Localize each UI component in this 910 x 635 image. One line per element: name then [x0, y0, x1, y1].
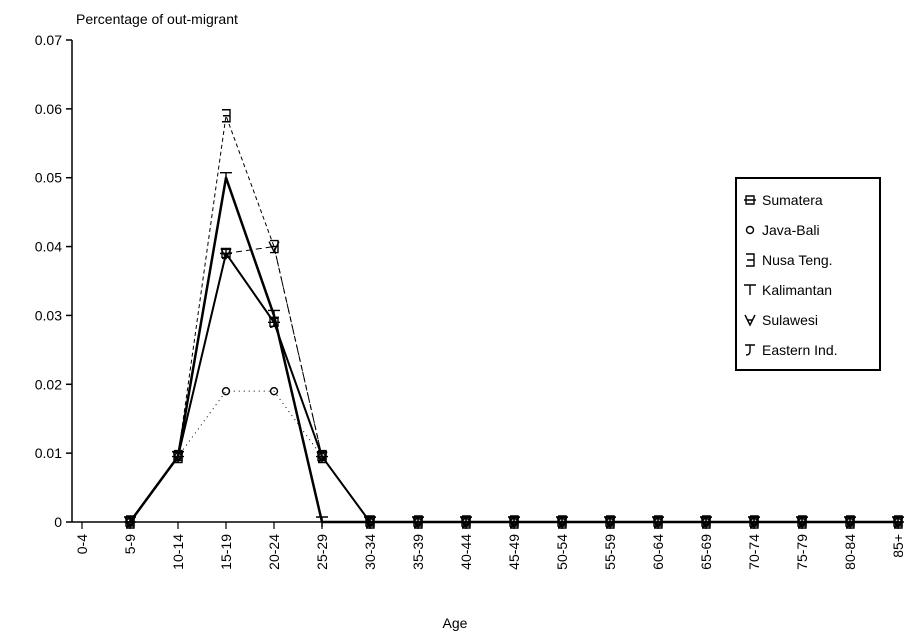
x-tick-label: 0-4	[74, 534, 90, 554]
marker	[269, 316, 279, 329]
marker	[744, 195, 756, 205]
marker	[701, 516, 711, 528]
x-tick-label: 75-79	[794, 534, 810, 570]
series-line	[129, 390, 898, 523]
x-tick-label: 50-54	[554, 534, 570, 570]
x-tick-label: 40-44	[458, 534, 474, 570]
legend-label: Sulawesi	[762, 312, 818, 328]
marker	[893, 516, 903, 528]
legend-label: Nusa Teng.	[762, 252, 833, 268]
marker	[221, 386, 231, 396]
marker	[797, 516, 807, 528]
y-tick-label: 0.07	[35, 32, 62, 48]
marker	[268, 241, 280, 254]
legend-label: Eastern Ind.	[762, 342, 838, 358]
legend-label: Sumatera	[762, 192, 823, 208]
x-tick-label: 5-9	[122, 534, 138, 554]
y-tick-label: 0.06	[35, 101, 62, 117]
x-axis-title: Age	[443, 615, 468, 631]
x-tick-label: 65-69	[698, 534, 714, 570]
x-tick-label: 70-74	[746, 534, 762, 570]
marker	[749, 516, 759, 528]
x-tick-label: 20-24	[266, 534, 282, 570]
y-tick-label: 0.03	[35, 307, 62, 323]
marker	[365, 516, 375, 528]
marker	[744, 284, 756, 295]
y-tick-label: 0.04	[35, 239, 62, 255]
x-tick-label: 85+	[890, 534, 906, 558]
y-tick-label: 0	[54, 514, 62, 530]
marker	[461, 516, 471, 528]
x-tick-label: 10-14	[170, 534, 186, 570]
marker	[413, 516, 423, 528]
marker	[745, 344, 755, 356]
y-axis-title: Percentage of out-migrant	[76, 11, 238, 27]
marker	[220, 172, 232, 183]
x-tick-label: 15-19	[218, 534, 234, 570]
marker	[653, 516, 663, 528]
x-tick-label: 60-64	[650, 534, 666, 570]
marker	[125, 516, 135, 528]
x-tick-label: 25-29	[314, 534, 330, 570]
legend-box	[735, 177, 881, 371]
x-tick-label: 80-84	[842, 534, 858, 570]
legend-label: Java-Bali	[762, 222, 820, 238]
marker	[173, 450, 183, 463]
marker	[221, 247, 231, 260]
marker	[745, 225, 755, 235]
x-tick-label: 30-34	[362, 534, 378, 570]
legend-label: Kalimantan	[762, 282, 832, 298]
marker	[269, 386, 279, 396]
marker	[317, 450, 327, 463]
x-tick-label: 45-49	[506, 534, 522, 570]
marker	[605, 516, 615, 528]
marker	[316, 516, 328, 527]
marker	[845, 516, 855, 528]
x-tick-label: 55-59	[602, 534, 618, 570]
marker	[222, 109, 231, 123]
marker	[746, 253, 755, 267]
marker	[509, 516, 519, 528]
y-tick-label: 0.01	[35, 445, 62, 461]
marker	[744, 314, 756, 327]
y-tick-label: 0.05	[35, 170, 62, 186]
x-tick-label: 35-39	[410, 534, 426, 570]
y-tick-label: 0.02	[35, 376, 62, 392]
marker	[557, 516, 567, 528]
